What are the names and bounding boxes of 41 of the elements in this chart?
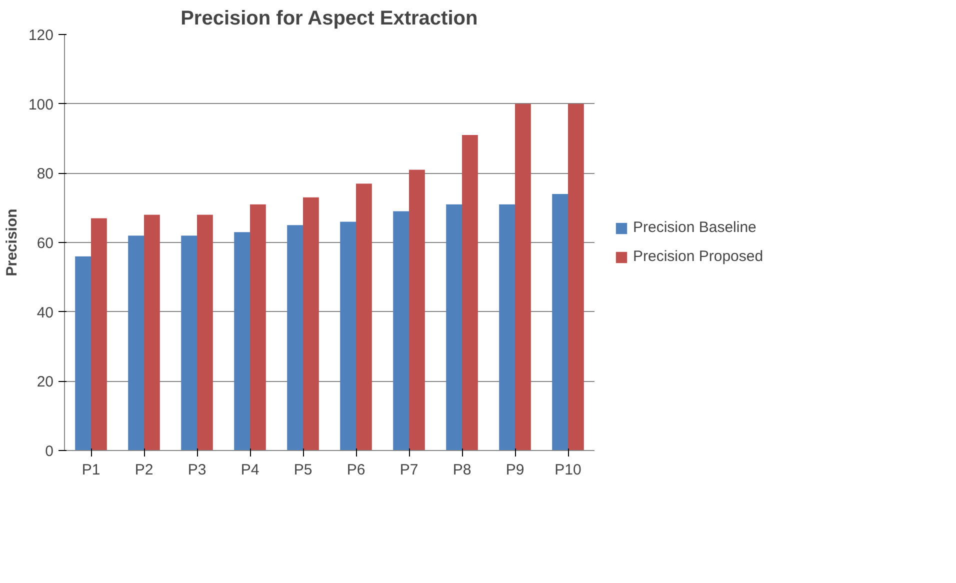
bar	[128, 236, 144, 450]
x-tick-label: P5	[294, 462, 312, 478]
x-tick-label: P1	[82, 462, 100, 478]
bar	[446, 204, 462, 450]
y-tick-label: 100	[28, 96, 54, 114]
bar	[515, 104, 531, 450]
bar	[340, 222, 356, 450]
y-tick-label: 120	[28, 27, 54, 44]
bar	[499, 204, 515, 450]
x-tick-label: P2	[134, 462, 154, 478]
x-tick-label: P6	[346, 462, 366, 478]
y-tick-label: 80	[36, 166, 54, 183]
y-tick-label: 60	[36, 235, 54, 252]
y-tick-label: 20	[36, 374, 54, 391]
bar	[409, 170, 425, 450]
bar	[144, 214, 160, 450]
y-tick-label: 40	[36, 304, 54, 322]
x-tick-label: P8	[452, 462, 472, 478]
bar	[303, 197, 319, 450]
y-axis-title: Precision	[3, 208, 20, 276]
y-tick-label: 0	[45, 443, 54, 460]
bar	[356, 184, 372, 450]
bar	[250, 204, 266, 450]
bar	[393, 211, 409, 450]
bar	[462, 135, 478, 450]
legend-label: Precision Baseline	[633, 219, 756, 236]
bar	[287, 225, 303, 450]
bar	[75, 256, 91, 450]
bar	[234, 232, 250, 450]
bar	[91, 218, 107, 450]
bar	[181, 236, 197, 450]
x-tick-label: P3	[188, 462, 206, 478]
x-tick-label: P7	[400, 462, 418, 478]
x-tick-label: P4	[240, 462, 260, 478]
chart-title: Precision for Aspect Extraction	[180, 8, 478, 30]
bar	[552, 194, 568, 450]
bar	[197, 214, 213, 450]
legend-label: Precision Proposed	[633, 248, 764, 265]
bar	[568, 104, 584, 450]
x-tick-label: P9	[506, 462, 524, 478]
x-tick-label: P10	[554, 462, 582, 478]
